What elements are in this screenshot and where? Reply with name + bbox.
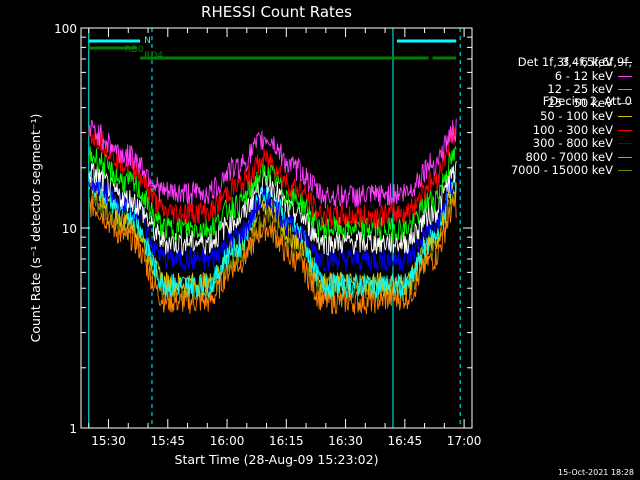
legend-item-swatch xyxy=(618,75,632,77)
series-line xyxy=(88,170,457,299)
legend-item-label: 7000 - 15000 keV xyxy=(510,163,613,177)
legend-item: 800 - 7000 keV xyxy=(525,149,632,164)
legend-item-swatch xyxy=(618,143,632,144)
legend-item-label: 6 - 12 keV xyxy=(554,68,613,83)
y-axis-label: Count Rate (s⁻¹ detector segment⁻¹) xyxy=(28,114,43,343)
status-bar-label: N xyxy=(144,36,151,46)
x-tick-label: 15:45 xyxy=(150,434,185,448)
series-line xyxy=(88,194,457,315)
legend-item-label: 3 - 6 keV xyxy=(562,55,613,69)
chart-title: RHESSI Count Rates xyxy=(201,3,352,21)
status-bar-label: RD0 xyxy=(125,45,144,55)
x-axis-label: Start Time (28-Aug-09 15:23:02) xyxy=(175,452,379,467)
legend-item-swatch xyxy=(618,102,632,104)
legend-item-swatch xyxy=(618,62,632,63)
x-tick-label: 16:00 xyxy=(210,434,245,448)
x-tick-label: 16:15 xyxy=(269,434,304,448)
legend-item-swatch xyxy=(618,89,632,90)
footer-date: 15-Oct-2021 18:28 xyxy=(558,468,634,477)
legend-header-line: FDecim 2, Att 0 xyxy=(542,94,632,108)
legend-item-label: 300 - 800 keV xyxy=(532,136,613,150)
legend-item: 3 - 6 keV xyxy=(562,56,632,69)
x-tick-label: 17:00 xyxy=(447,434,482,448)
legend-item-label: 100 - 300 keV xyxy=(532,122,613,137)
legend-item: 300 - 800 keV xyxy=(533,137,632,150)
legend-item-label: 50 - 100 keV xyxy=(540,109,613,123)
x-tick-label: 16:45 xyxy=(388,434,423,448)
legend-item-swatch xyxy=(618,156,632,158)
legend-item-label: 25 - 50 keV xyxy=(547,95,613,110)
series-line xyxy=(88,145,457,242)
y-tick-label: 10 xyxy=(62,222,77,236)
legend-item-label: 12 - 25 keV xyxy=(547,82,613,96)
legend-item: 6 - 12 keV xyxy=(554,68,632,83)
y-tick-label: 1 xyxy=(69,422,77,436)
legend-item-swatch xyxy=(618,129,632,131)
x-tick-label: 16:30 xyxy=(328,434,363,448)
status-bar-label: RD4 xyxy=(144,51,163,61)
series-line xyxy=(88,173,457,272)
legend-item: 12 - 25 keV xyxy=(547,83,632,96)
legend-item: 7000 - 15000 keV xyxy=(511,164,632,177)
legend-item-label: 800 - 7000 keV xyxy=(525,149,613,164)
series-line xyxy=(88,160,457,257)
plot-frame xyxy=(80,27,473,429)
series-line xyxy=(88,118,457,209)
legend-item: 100 - 300 keV xyxy=(532,122,632,137)
legend-item: 25 - 50 keV xyxy=(547,95,632,110)
legend-item-swatch xyxy=(618,116,632,117)
legend-item: 50 - 100 keV xyxy=(540,110,632,123)
legend-header-line: Det 1f,3f,4f,5f,6f,9f, xyxy=(517,55,632,69)
x-tick-label: 15:30 xyxy=(91,434,126,448)
legend-item-swatch xyxy=(618,170,632,171)
y-tick-label: 100 xyxy=(54,22,77,36)
legend-header: Det 1f,3f,4f,5f,6f,9f, FDecim 2, Att 0 xyxy=(518,30,632,121)
series-line xyxy=(88,125,457,229)
